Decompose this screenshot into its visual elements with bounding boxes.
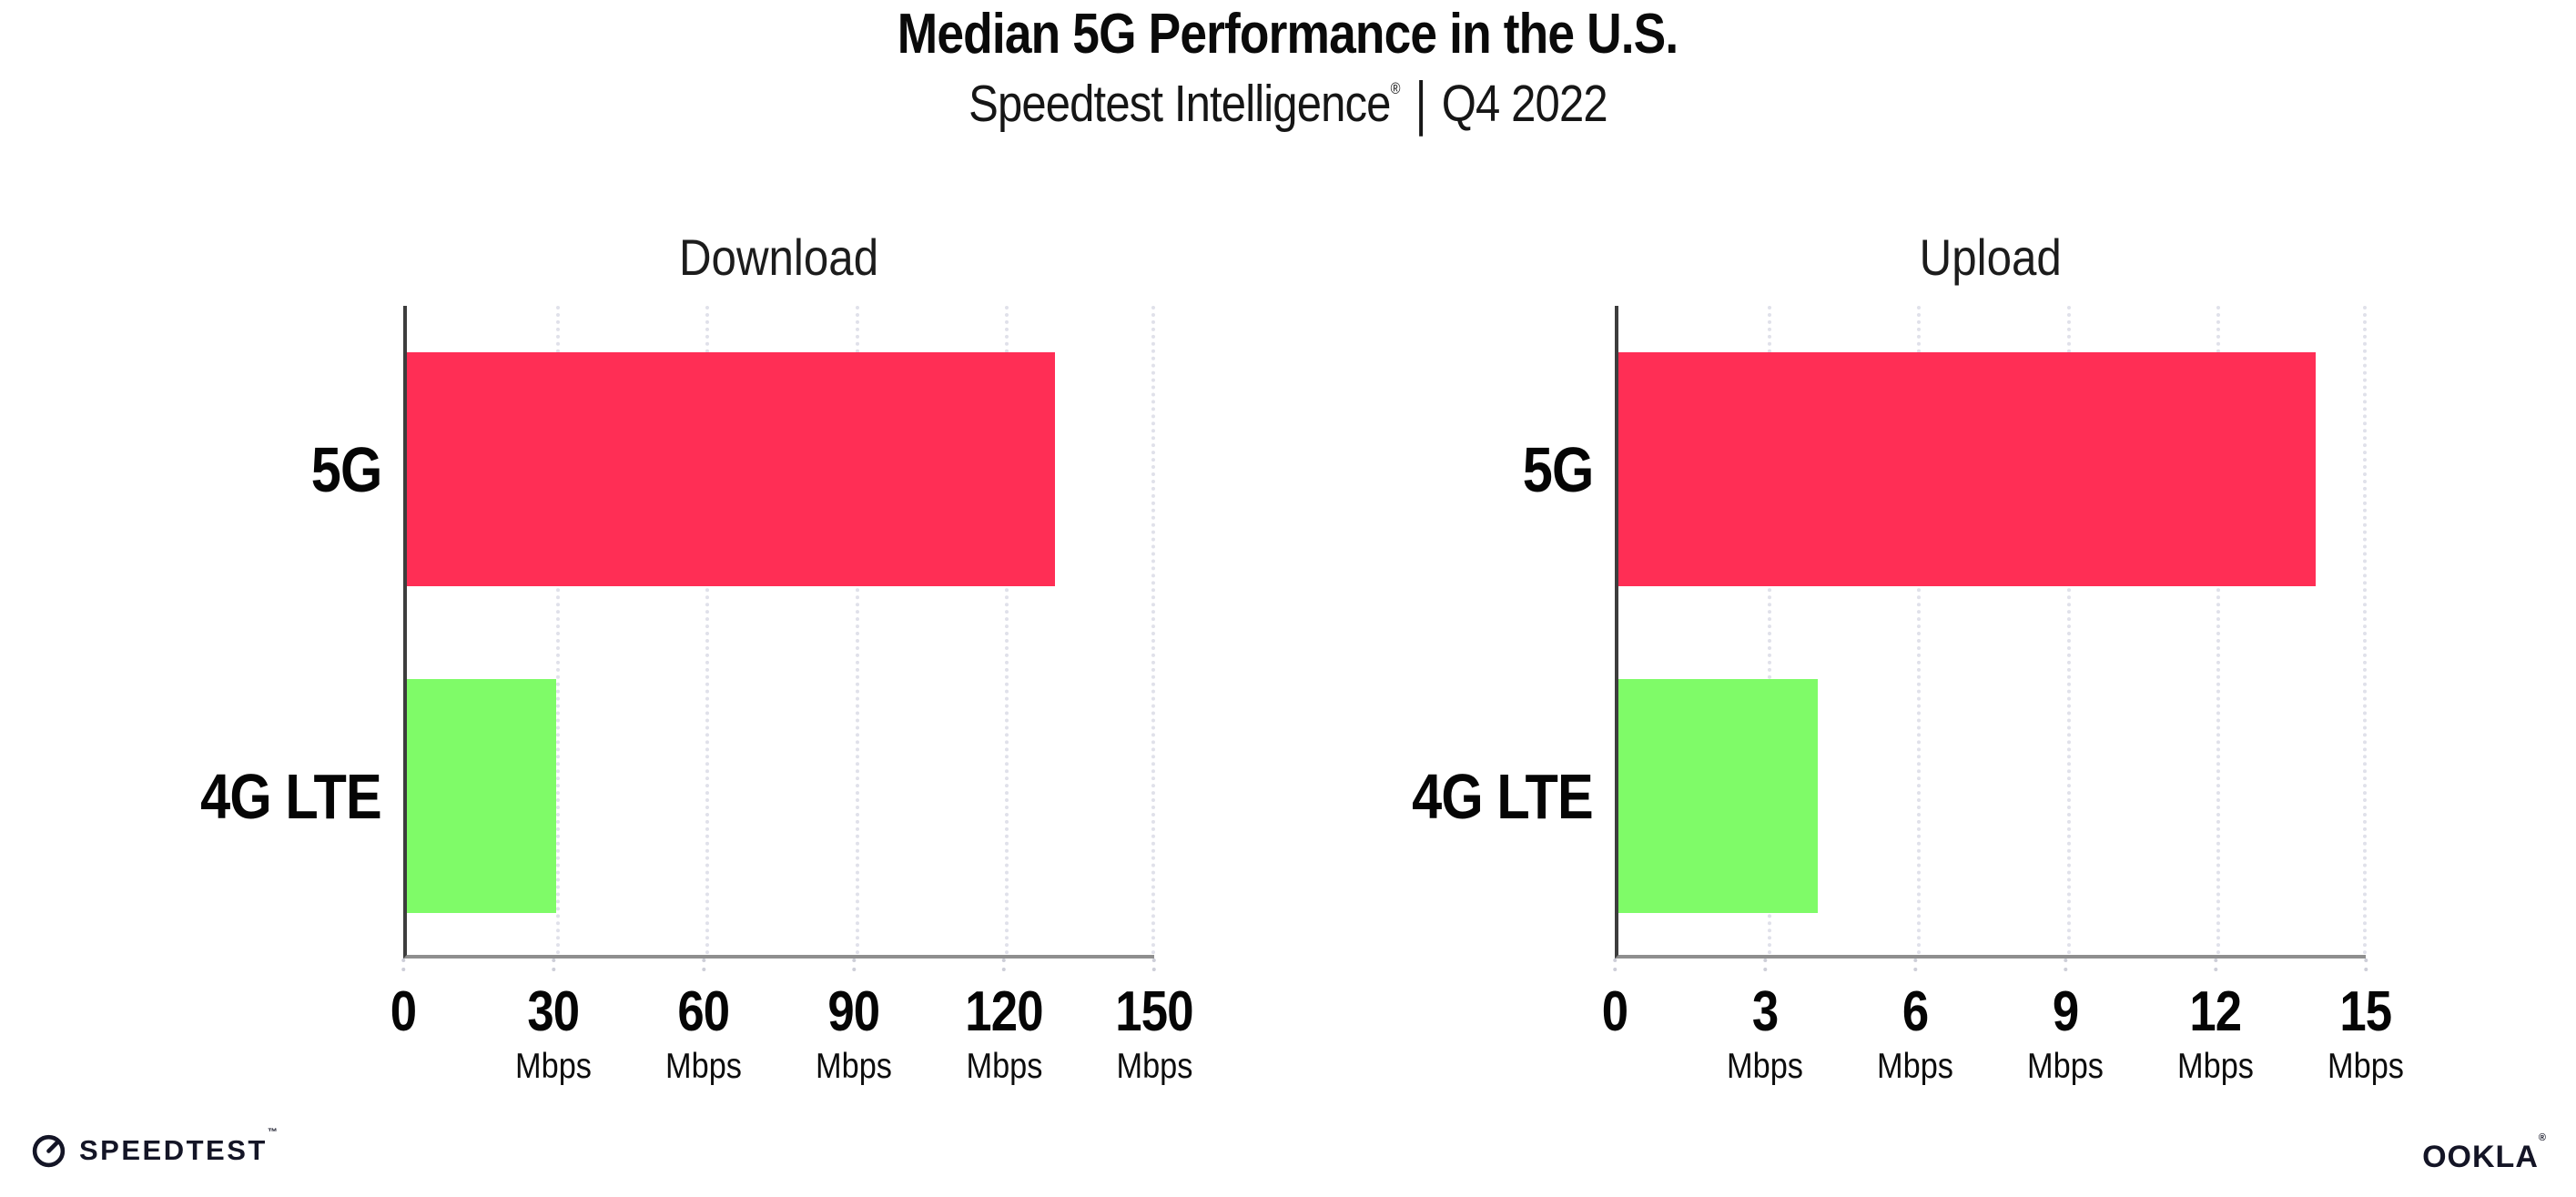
registered-trademark-icon: ® (1390, 79, 1401, 97)
download-chart-title: Download (678, 228, 879, 286)
x-tick-label: 15 Mbps (2322, 958, 2409, 1087)
category-label-4g-lte: 4G LTE (1412, 761, 1594, 832)
speedtest-wordmark: SPEEDTEST™ (79, 1126, 278, 1166)
subtitle-period: Q4 2022 (1441, 75, 1608, 133)
category-label-5g: 5G (310, 434, 382, 505)
x-tick-label: 150 Mbps (1109, 958, 1200, 1087)
upload-chart-title: Upload (1919, 228, 2062, 286)
registered-trademark-icon: ® (2538, 1132, 2546, 1143)
x-tick-label: 3 Mbps (1721, 958, 1808, 1087)
trademark-icon: ™ (267, 1126, 278, 1138)
gridline (1917, 306, 1922, 955)
upload-plot-area (1615, 306, 2367, 959)
download-category-labels: 5G 4G LTE (167, 306, 403, 959)
subtitle-product: Speedtest Intelligence (969, 75, 1391, 133)
bar-4g-lte-upload (1618, 679, 1818, 913)
x-tick-label: 60 Mbps (660, 958, 746, 1087)
gridline (1151, 306, 1155, 955)
category-label-5g: 5G (1522, 434, 1594, 505)
page-title: Median 5G Performance in the U.S. (0, 2, 2576, 67)
page-subtitle: Speedtest Intelligence® | Q4 2022 (0, 66, 2576, 137)
download-x-axis: 0 30 Mbps 60 Mbps 90 Mbps 120 Mbps 150 Mbps (390, 958, 1194, 1141)
gridline (2066, 306, 2071, 955)
x-tick-label: 9 Mbps (2022, 958, 2108, 1087)
gridline (556, 306, 561, 955)
bar-5g-upload (1618, 352, 2317, 586)
gridline (1004, 306, 1009, 955)
gridline (2216, 306, 2220, 955)
x-tick-label: 120 Mbps (958, 958, 1050, 1087)
upload-chart: Upload 5G 4G LTE 0 3 Mbps 6 Mbps 9 Mbps 12 M… (1378, 218, 2404, 1141)
upload-x-axis: 0 3 Mbps 6 Mbps 9 Mbps 12 Mbps 15 Mbps (1602, 958, 2404, 1141)
x-tick-label: 0 (388, 958, 418, 1041)
speedtest-gauge-icon (32, 1134, 66, 1168)
x-tick-label: 90 Mbps (810, 958, 897, 1087)
gridline (705, 306, 710, 955)
category-label-4g-lte: 4G LTE (200, 761, 382, 832)
gridline (2363, 306, 2367, 955)
gridline (1768, 306, 1772, 955)
page-title-text: Median 5G Performance in the U.S. (898, 3, 1678, 66)
upload-category-labels: 5G 4G LTE (1378, 306, 1615, 959)
download-chart: Download 5G 4G LTE 0 30 Mbps 60 Mbps 90 Mbp… (167, 218, 1194, 1141)
speedtest-logo: SPEEDTEST™ (30, 1126, 278, 1169)
gridline (855, 306, 859, 955)
x-tick-label: 6 Mbps (1871, 958, 1958, 1087)
download-plot-area (403, 306, 1155, 959)
x-tick-label: 0 (1599, 958, 1629, 1041)
bar-5g-download (407, 352, 1055, 586)
x-tick-label: 30 Mbps (510, 958, 596, 1087)
ookla-wordmark: OOKLA (2422, 1140, 2539, 1174)
ookla-logo: OOKLA® (2422, 1132, 2546, 1175)
subtitle-separator: | (1415, 70, 1427, 137)
x-tick-label: 12 Mbps (2172, 958, 2258, 1087)
bar-4g-lte-download (407, 679, 557, 913)
